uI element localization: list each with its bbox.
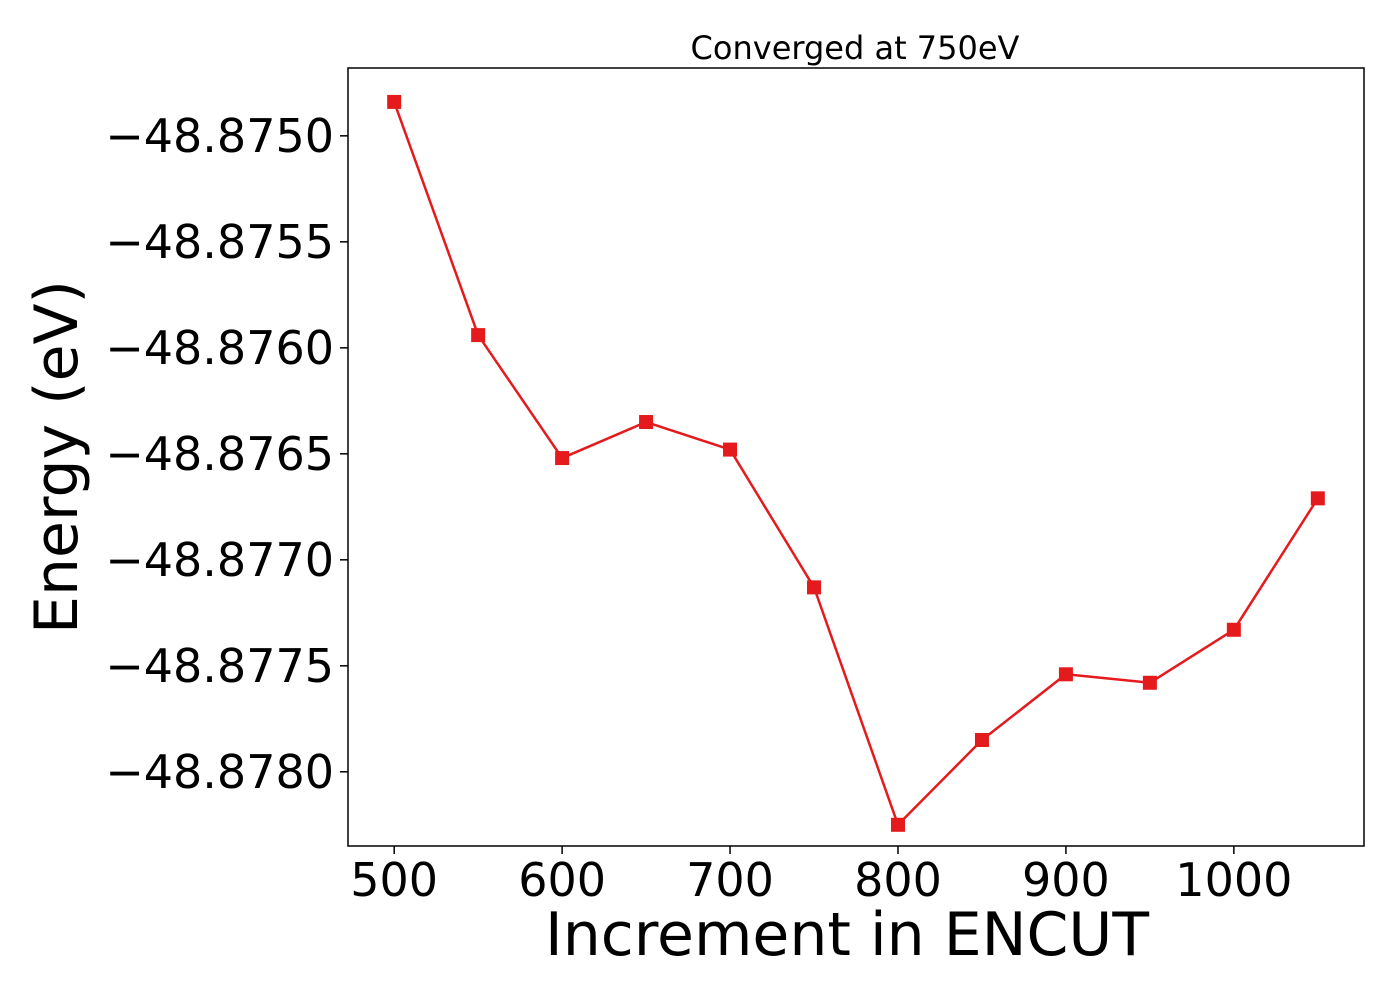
x-axis-label: Increment in ENCUT xyxy=(545,900,1149,970)
data-point-marker xyxy=(974,733,989,748)
data-point-marker xyxy=(639,415,654,430)
y-tick-label: −48.8775 xyxy=(105,639,334,693)
plot-area-frame xyxy=(347,67,1365,847)
y-tick-label: −48.8755 xyxy=(105,215,334,269)
y-tick-label: −48.8770 xyxy=(105,533,334,587)
y-tick-label: −48.8780 xyxy=(105,745,334,799)
y-tick-label: −48.8765 xyxy=(105,427,334,481)
x-tick-label: 900 xyxy=(1022,853,1110,907)
y-tick-label: −48.8760 xyxy=(105,321,334,375)
x-tick-label: 700 xyxy=(686,853,774,907)
data-point-marker xyxy=(471,328,486,343)
data-point-marker xyxy=(723,442,738,457)
y-axis-ticks: −48.8750 −48.8755 −48.8760 −48.8765 −48.8770… xyxy=(105,109,348,799)
y-axis-label: Energy (eV) xyxy=(22,280,92,634)
data-point-marker xyxy=(1226,622,1241,637)
data-point-marker xyxy=(555,451,570,466)
x-axis-ticks: 500 600 700 800 900 1000 xyxy=(350,846,1292,907)
series-group xyxy=(387,94,1325,832)
x-tick-label: 1000 xyxy=(1175,853,1292,907)
data-point-marker xyxy=(890,817,905,832)
x-tick-label: 500 xyxy=(350,853,438,907)
y-tick-label: −48.8750 xyxy=(105,109,334,163)
data-point-marker xyxy=(807,580,822,595)
data-point-marker xyxy=(1310,491,1325,506)
data-point-marker xyxy=(1058,667,1073,682)
data-point-marker xyxy=(1142,675,1157,690)
energy-series-line xyxy=(393,101,1319,827)
chart-title: Converged at 750eV xyxy=(691,29,1020,67)
x-tick-label: 800 xyxy=(854,853,942,907)
x-tick-label: 600 xyxy=(518,853,606,907)
data-point-marker xyxy=(387,94,402,109)
